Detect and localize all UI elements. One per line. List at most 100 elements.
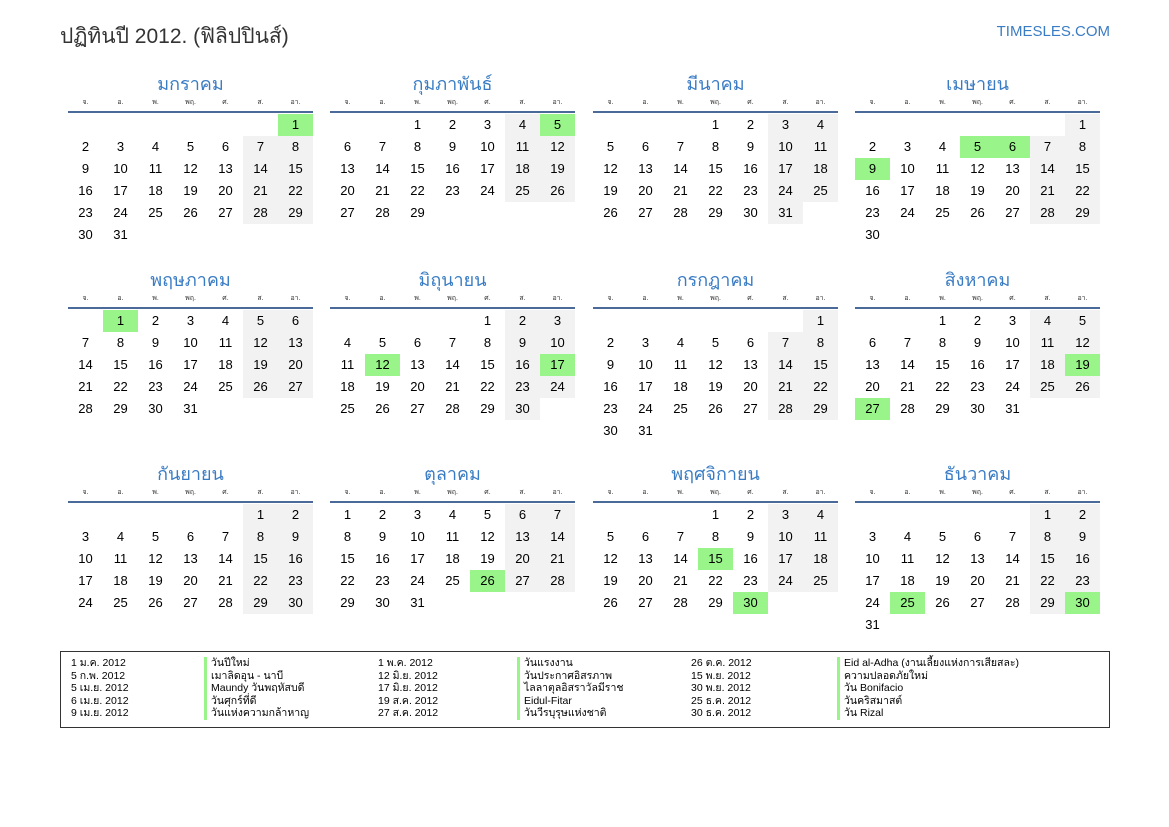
day[interactable]: 11 (218, 335, 233, 350)
holiday-day[interactable]: 12 (365, 354, 400, 376)
day[interactable]: 17 (768, 548, 803, 570)
day[interactable]: 20 (183, 573, 198, 588)
day[interactable]: 20 (410, 379, 425, 394)
day[interactable]: 29 (113, 401, 128, 416)
day[interactable]: 21 (218, 573, 233, 588)
day[interactable]: 28 (243, 202, 278, 224)
day[interactable]: 19 (375, 379, 390, 394)
day[interactable]: 29 (340, 595, 355, 610)
day[interactable]: 29 (708, 205, 723, 220)
day[interactable]: 11 (803, 136, 838, 158)
day[interactable]: 9 (973, 335, 982, 350)
day[interactable]: 5 (151, 529, 160, 544)
day[interactable]: 26 (970, 205, 985, 220)
day[interactable]: 2 (1065, 504, 1100, 526)
day[interactable]: 13 (278, 332, 313, 354)
day[interactable]: 9 (746, 529, 755, 544)
day[interactable]: 27 (278, 376, 313, 398)
day[interactable]: 19 (603, 183, 618, 198)
day[interactable]: 18 (803, 158, 838, 180)
day[interactable]: 10 (113, 161, 128, 176)
day[interactable]: 4 (1030, 310, 1065, 332)
day[interactable]: 3 (186, 313, 195, 328)
day[interactable]: 28 (673, 595, 688, 610)
day[interactable]: 15 (480, 357, 495, 372)
day[interactable]: 19 (708, 379, 723, 394)
day[interactable]: 12 (970, 161, 985, 176)
day[interactable]: 25 (1030, 376, 1065, 398)
day[interactable]: 22 (708, 183, 723, 198)
day[interactable]: 21 (768, 376, 803, 398)
day[interactable]: 29 (480, 401, 495, 416)
day[interactable]: 7 (768, 332, 803, 354)
day[interactable]: 20 (340, 183, 355, 198)
day[interactable]: 15 (410, 161, 425, 176)
day[interactable]: 23 (743, 573, 758, 588)
day[interactable]: 27 (218, 205, 233, 220)
day[interactable]: 3 (483, 117, 492, 132)
day[interactable]: 26 (708, 401, 723, 416)
day[interactable]: 3 (540, 310, 575, 332)
day[interactable]: 20 (743, 379, 758, 394)
holiday-day[interactable]: 1 (103, 310, 138, 332)
day[interactable]: 2 (973, 313, 982, 328)
day[interactable]: 5 (711, 335, 720, 350)
day[interactable]: 24 (900, 205, 915, 220)
day[interactable]: 31 (768, 202, 803, 224)
day[interactable]: 8 (343, 529, 352, 544)
day[interactable]: 1 (343, 507, 352, 522)
day[interactable]: 11 (935, 161, 950, 176)
day[interactable]: 21 (1030, 180, 1065, 202)
day[interactable]: 12 (935, 551, 950, 566)
day[interactable]: 18 (113, 573, 128, 588)
day[interactable]: 12 (603, 551, 618, 566)
day[interactable]: 29 (243, 592, 278, 614)
day[interactable]: 14 (375, 161, 390, 176)
day[interactable]: 28 (900, 401, 915, 416)
day[interactable]: 8 (1030, 526, 1065, 548)
day[interactable]: 25 (935, 205, 950, 220)
day[interactable]: 22 (480, 379, 495, 394)
day[interactable]: 16 (505, 354, 540, 376)
day[interactable]: 10 (480, 139, 495, 154)
day[interactable]: 20 (505, 548, 540, 570)
day[interactable]: 8 (483, 335, 492, 350)
day[interactable]: 12 (1065, 332, 1100, 354)
day[interactable]: 10 (865, 551, 880, 566)
day[interactable]: 31 (1005, 401, 1020, 416)
day[interactable]: 22 (1065, 180, 1100, 202)
day[interactable]: 9 (505, 332, 540, 354)
day[interactable]: 25 (445, 573, 460, 588)
holiday-day[interactable]: 5 (960, 136, 995, 158)
day[interactable]: 15 (278, 158, 313, 180)
day[interactable]: 6 (641, 139, 650, 154)
day[interactable]: 31 (183, 401, 198, 416)
day[interactable]: 10 (768, 136, 803, 158)
day[interactable]: 12 (480, 529, 495, 544)
day[interactable]: 20 (278, 354, 313, 376)
day[interactable]: 18 (148, 183, 163, 198)
day[interactable]: 8 (243, 526, 278, 548)
day[interactable]: 27 (410, 401, 425, 416)
day[interactable]: 18 (340, 379, 355, 394)
day[interactable]: 28 (218, 595, 233, 610)
day[interactable]: 30 (278, 592, 313, 614)
day[interactable]: 10 (183, 335, 198, 350)
day[interactable]: 19 (935, 573, 950, 588)
day[interactable]: 16 (743, 551, 758, 566)
day[interactable]: 8 (1065, 136, 1100, 158)
day[interactable]: 1 (413, 117, 422, 132)
holiday-day[interactable]: 26 (470, 570, 505, 592)
day[interactable]: 10 (768, 526, 803, 548)
day[interactable]: 23 (743, 183, 758, 198)
day[interactable]: 25 (148, 205, 163, 220)
day[interactable]: 5 (378, 335, 387, 350)
day[interactable]: 5 (186, 139, 195, 154)
day[interactable]: 2 (505, 310, 540, 332)
day[interactable]: 2 (378, 507, 387, 522)
day[interactable]: 6 (868, 335, 877, 350)
day[interactable]: 18 (673, 379, 688, 394)
day[interactable]: 17 (638, 379, 653, 394)
day[interactable]: 30 (743, 205, 758, 220)
day[interactable]: 24 (183, 379, 198, 394)
